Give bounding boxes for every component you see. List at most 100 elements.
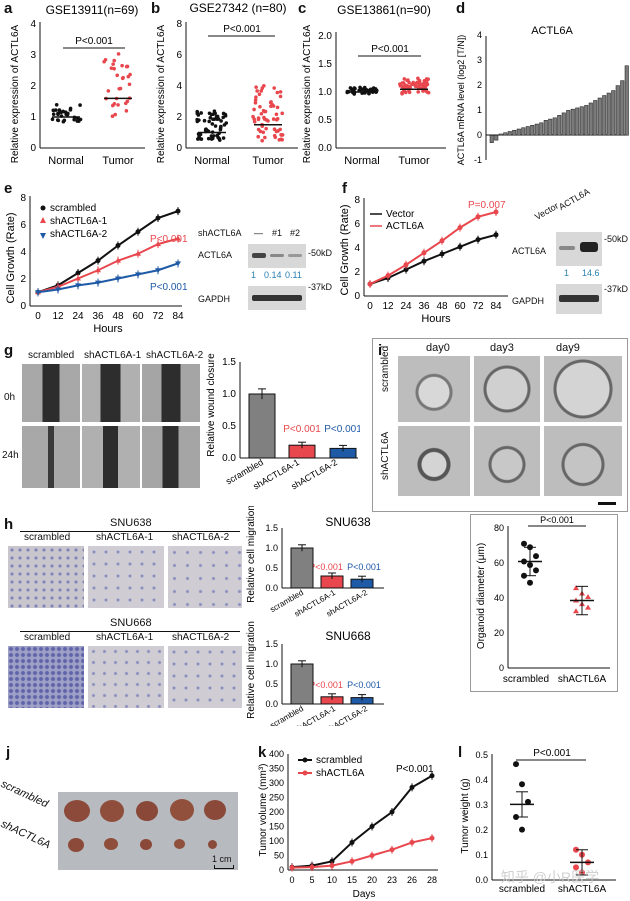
blot-f-row: ACTL6A [512,246,547,256]
f-point [475,214,481,220]
l-point [573,864,579,871]
blot-e-row: ACTL6A [198,250,233,260]
panel-b-ytick: 4 [176,81,182,92]
blot-e-quant: 1 [251,270,257,280]
panel-f-legend: ACTL6A [386,221,424,232]
panel-l-chart: Tumor weight (g) 0.0 0.1 0.2 0.3 0.4 0.5… [460,748,616,895]
panel-f-pvalue: P=0.007 [468,200,506,211]
scatter-point [116,52,121,56]
f-point [403,262,409,268]
panel-d-bar [512,129,517,136]
k-point [349,858,355,864]
panel-e-xtick: 48 [112,311,124,322]
panel-g-ylabel: Relative wound closure [206,353,217,457]
scatter-point [216,117,221,121]
panel-d-bar [584,105,589,136]
scatter-point [253,98,258,102]
wound-image [22,364,80,422]
panel-g-col: shACTL6A-1 [84,350,142,361]
scatter-point [410,82,414,87]
k-point [389,847,395,853]
panel-c-ytick: 1.5 [318,59,332,70]
panel-g-ytick: 0.5 [222,421,236,432]
panel-h-ytick: 0.0 [265,583,278,593]
panel-b-ytick: 2 [176,112,182,123]
panel-k-ylabel: Tumor volume (mm³) [258,764,269,857]
panel-f-xtick: 84 [490,301,502,312]
k-point [429,773,435,779]
scatter-point [403,83,407,88]
panel-d-bar [539,122,544,136]
panel-d-bar [507,131,512,136]
panel-l-group: shACTL6A [558,884,607,895]
organoid-image [398,426,470,496]
panel-g-ytick: 1.0 [222,389,236,400]
scatter-point [421,89,425,93]
panel-l-ytick: 0.1 [475,850,488,860]
scatter-point [278,127,282,132]
panel-b-chart: GSE27342 (n=80) Relative expression of A… [156,1,298,167]
panel-k-xtick: 23 [387,875,397,885]
scatter-point [206,136,211,141]
panel-i-col: day0 [426,342,450,354]
panel-e-pvalue-2: P<0.001 [150,282,188,293]
migration-image [168,546,242,608]
panel-c-group: Tumor [398,155,430,167]
panel-f-ytick: 2 [354,267,360,278]
scatter-point [408,85,412,89]
scatter-point [112,58,117,63]
panel-f-xtick: 24 [400,301,412,312]
e-point [95,280,101,286]
blot-f-quant: 14.6 [582,268,600,278]
scatter-point [352,86,357,90]
migration-image [168,646,242,708]
panel-i-image-frame [372,338,628,512]
panel-e-blot: shACTL6A — #1 #2 ACTL6A -50kD 1 0.14 0.1… [198,228,332,314]
scatter-point [117,87,122,91]
wound-image [82,426,140,488]
panel-k-ytick: 300 [269,778,284,788]
scatter-point [257,92,262,97]
panel-d-bar [498,133,503,136]
i-point [585,594,591,599]
panel-k-ytick: 100 [269,836,284,846]
k-point [389,809,395,815]
blot-e-lane: #1 [272,228,283,238]
f-point [421,258,427,264]
panel-d-bar [521,127,526,136]
e-point [75,275,81,281]
f-point [367,281,373,287]
scatter-point [264,126,268,131]
panel-e-xtick: 0 [35,311,41,322]
scatter-point [199,111,203,115]
scatter-point [251,114,255,119]
scatter-point [252,107,256,112]
panel-e-legend: shACTL6A-1 [50,216,108,227]
f-line-0 [369,233,497,285]
panel-d-bar [620,80,625,136]
panel-h-ytick: 1.5 [265,523,278,533]
panel-k-xtick: 10 [327,875,337,885]
scatter-point [217,138,222,142]
scatter-point [78,103,82,107]
scatter-point [112,66,116,71]
e-point [155,215,161,221]
scatter-point [361,87,365,92]
scatter-point [275,90,280,95]
panel-e-xlabel: Hours [93,323,123,335]
blot-f-lane: Vector [533,200,561,222]
panel-g-row: 0h [4,392,16,403]
scatter-point [222,123,227,127]
scatter-point [56,112,60,116]
panel-f-xtick: 72 [472,301,484,312]
panel-k-xlabel: Days [353,889,376,900]
scatter-point [270,103,275,107]
k-point [309,864,315,870]
scatter-point [424,77,429,81]
k-line-1 [291,837,433,869]
panel-k-xtick: 20 [367,875,377,885]
h2-bar [290,663,314,705]
e-point [55,287,61,293]
panel-l-ytick: 0.3 [475,800,488,810]
panel-e-ytick: 0 [20,301,26,312]
